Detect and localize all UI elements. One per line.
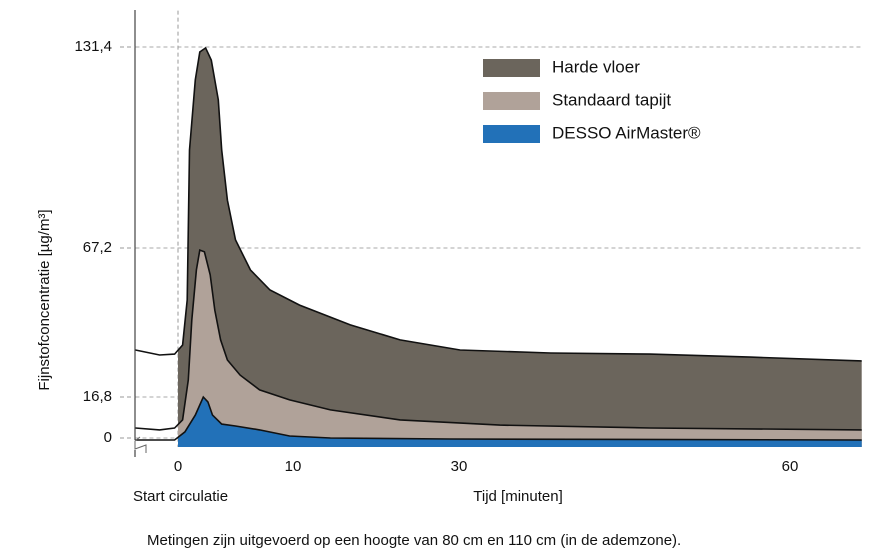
axis-break bbox=[134, 436, 147, 453]
annotation: Start circulatie bbox=[133, 488, 228, 505]
x-tick-label: 0 bbox=[174, 458, 182, 475]
area bbox=[178, 397, 862, 448]
legend-label: Harde vloer bbox=[552, 57, 640, 76]
y-tick-label: 0 bbox=[104, 429, 112, 446]
areas bbox=[135, 46, 862, 448]
y-tick-label: 131,4 bbox=[74, 38, 112, 55]
legend-swatch bbox=[483, 59, 540, 77]
area-outline bbox=[135, 46, 862, 362]
area-outline bbox=[135, 395, 862, 441]
y-tick-label: 16,8 bbox=[83, 388, 112, 405]
legend: Harde vloer Standaard tapijt DESSO AirMast… bbox=[483, 57, 701, 143]
legend-label: DESSO AirMaster® bbox=[552, 123, 701, 142]
y-axis-label: Fijnstofconcentratie [µg/m³] bbox=[36, 209, 53, 390]
area-outline bbox=[135, 249, 862, 431]
legend-label: Standaard tapijt bbox=[552, 90, 671, 109]
axes: 0 16,8 67,2 131,4 0 10 30 60 bbox=[74, 10, 798, 475]
legend-swatch bbox=[483, 125, 540, 143]
legend-swatch bbox=[483, 92, 540, 110]
y-tick-label: 67,2 bbox=[83, 239, 112, 256]
area bbox=[178, 47, 862, 448]
note: Metingen zijn uitgevoerd op een hoogte v… bbox=[147, 532, 681, 549]
x-tick-label: 10 bbox=[285, 458, 302, 475]
x-tick-label: 30 bbox=[451, 458, 468, 475]
x-axis-label: Tijd [minuten] bbox=[473, 488, 562, 505]
x-tick-label: 60 bbox=[782, 458, 799, 475]
